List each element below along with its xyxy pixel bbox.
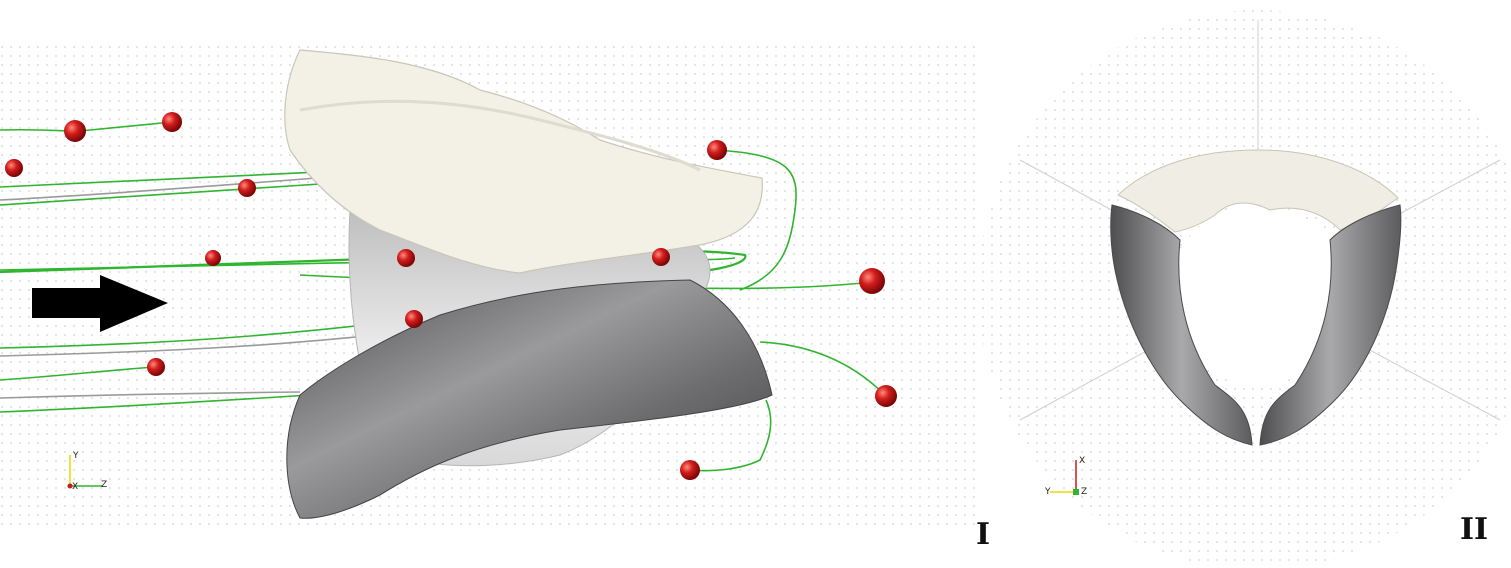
axis-label-out: X xyxy=(72,482,78,492)
sphere-icon xyxy=(397,249,415,267)
leaflet-top xyxy=(284,49,763,274)
leaflet-top-end-view xyxy=(1117,149,1399,233)
panel-label-2: II xyxy=(1460,512,1489,547)
axis-label-up: X xyxy=(1079,456,1085,466)
arrow-right-icon xyxy=(32,275,168,332)
sphere-icon xyxy=(205,250,221,266)
axis-label-up: Y xyxy=(72,451,79,461)
sphere-icon xyxy=(64,120,86,142)
panel-2-view: X Y Z xyxy=(978,10,1511,568)
sphere-icon xyxy=(238,179,256,197)
sphere-icon xyxy=(652,248,670,266)
sphere-icon xyxy=(147,358,165,376)
axis-label-out: Y xyxy=(1044,487,1051,497)
axes-triad-2: X Y Z xyxy=(1044,456,1087,497)
leaflet-left-end-view xyxy=(1110,204,1253,446)
panel-1-view: Y Z X xyxy=(0,40,980,530)
sphere-icon xyxy=(405,310,423,328)
axes-triad-1: Y Z X xyxy=(67,451,107,492)
sphere-icon xyxy=(707,140,727,160)
leaflet-top-fold xyxy=(299,99,701,172)
axis-label-right: Z xyxy=(101,480,107,490)
sphere-icon xyxy=(680,460,700,480)
sphere-icon xyxy=(5,159,23,177)
sphere-icon xyxy=(875,385,897,407)
sphere-icon xyxy=(162,112,182,132)
leaflet-right-end-view xyxy=(1259,204,1402,446)
sphere-icon xyxy=(859,268,885,294)
particles xyxy=(5,112,897,480)
axis-label-right: Z xyxy=(1081,487,1087,497)
leaflet-bottom xyxy=(286,279,773,519)
panel-label-1: I xyxy=(976,517,991,552)
